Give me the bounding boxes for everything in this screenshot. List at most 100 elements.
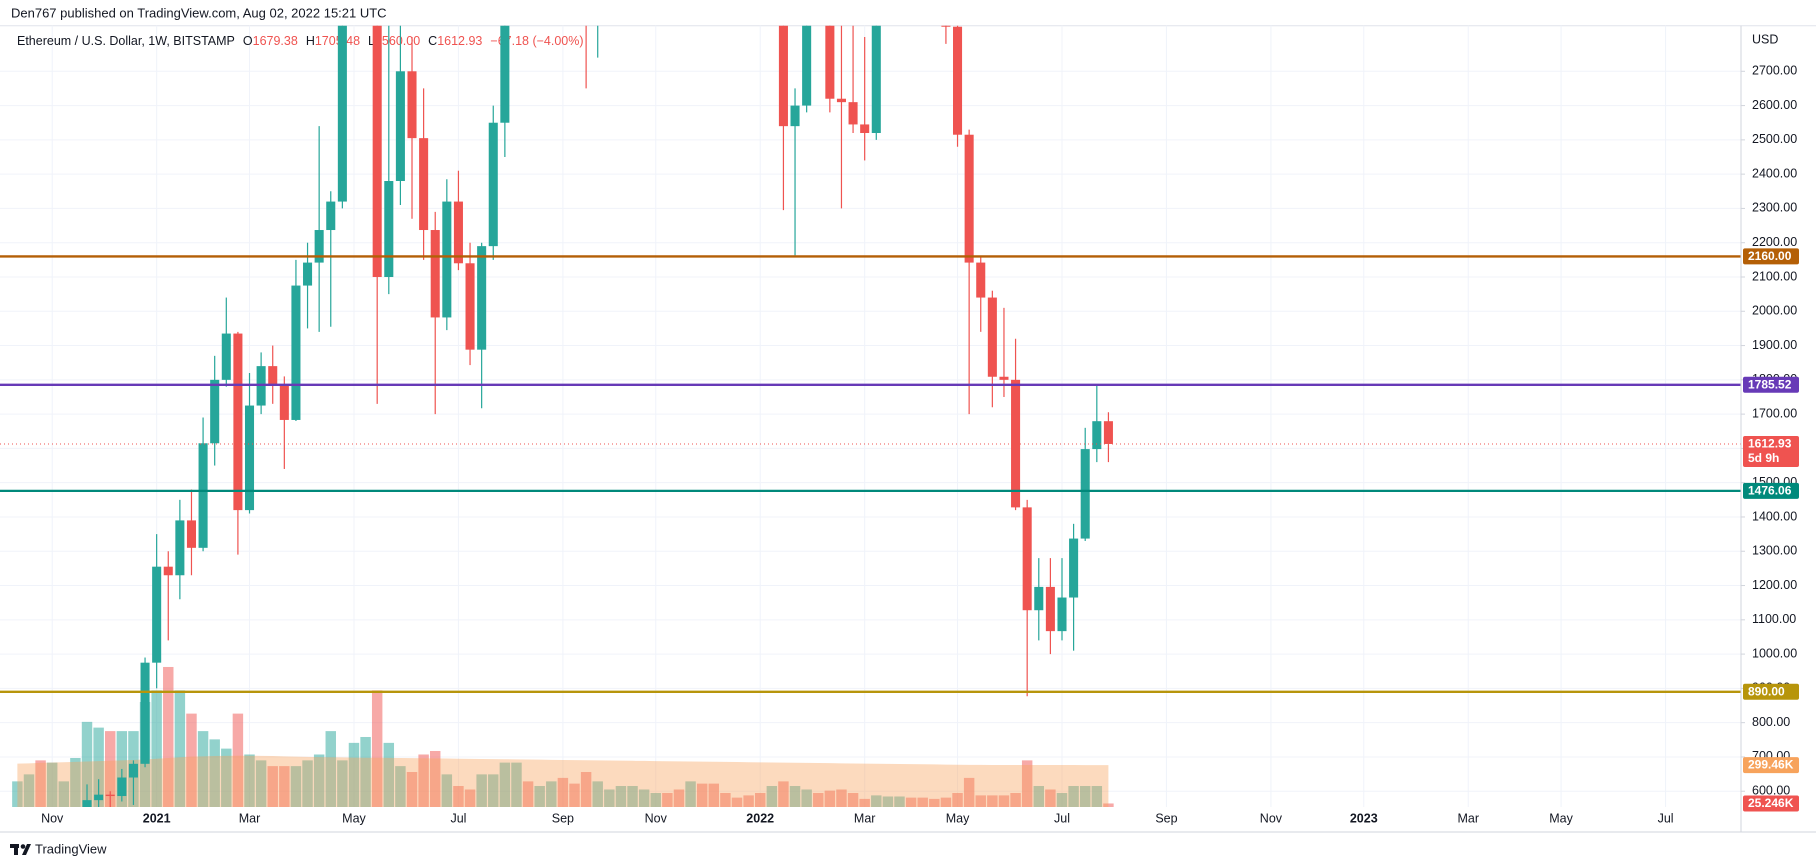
publisher: Den767 published on TradingView.com, Aug… (11, 5, 387, 20)
candle-body (407, 71, 417, 139)
y-tick-label: 1400.00 (1752, 509, 1797, 523)
level-label-box (1743, 482, 1799, 499)
candle-body (24, 856, 33, 863)
volume-bar (963, 777, 975, 807)
volume-bar (1056, 792, 1068, 807)
volume-bar (290, 766, 302, 807)
x-tick-label: May (1549, 811, 1573, 825)
symbol: Ethereum / U.S. Dollar, 1W, BITSTAMP (17, 34, 235, 48)
volume-bar (882, 796, 894, 807)
volume-bar (1103, 803, 1114, 807)
candle-body (128, 763, 138, 778)
candle-body (175, 520, 185, 576)
candle-body (384, 181, 394, 277)
y-tick-label: 2700.00 (1752, 64, 1797, 78)
candle-body (198, 443, 208, 548)
x-tick-label: Jul (1658, 811, 1674, 825)
legend-open: 1679.38 (253, 34, 298, 48)
volume-bar (952, 792, 963, 807)
volume-bar (778, 781, 789, 807)
volume-bar (464, 789, 476, 807)
x-tick-label: Nov (41, 811, 64, 825)
y-tick-label: 1900.00 (1752, 338, 1797, 352)
volume-bar (604, 789, 615, 807)
volume-bar (348, 742, 360, 807)
volume-label: 299.46K (1748, 758, 1794, 772)
candle-body (477, 246, 487, 350)
volume-bar (650, 792, 661, 807)
y-tick-label: 1100.00 (1752, 612, 1796, 626)
volume-bar (418, 754, 429, 807)
volume-label: 25.246K (1748, 796, 1794, 810)
volume-bar (279, 766, 290, 807)
candle-body (1034, 586, 1044, 611)
x-tick-label: May (946, 811, 970, 825)
candle-body (871, 25, 881, 134)
volume-bar (93, 727, 104, 807)
volume-bar (371, 690, 383, 807)
candle-body (314, 230, 324, 263)
legend: Ethereum / U.S. Dollar, 1W, BITSTAMP O167… (17, 34, 584, 48)
candle-body (152, 566, 162, 663)
candle-body (430, 230, 440, 318)
candle-body (419, 138, 429, 231)
candle-body (442, 201, 452, 318)
candle-body (163, 566, 173, 576)
candle-body (814, 0, 823, 10)
y-tick-label: 1700.00 (1752, 406, 1797, 420)
brand: TradingView (35, 841, 107, 856)
candle-body (825, 25, 835, 99)
volume-bar (998, 795, 1010, 807)
volume-bar (429, 750, 441, 807)
volume-bar (662, 792, 673, 807)
y-tick-label: 2600.00 (1752, 98, 1797, 112)
volume-bar (453, 785, 464, 807)
x-tick-label: 2023 (1350, 811, 1378, 825)
logo (10, 844, 31, 855)
level-label: 1785.52 (1748, 377, 1792, 391)
candle-body (105, 794, 115, 797)
volume-bar (406, 771, 418, 807)
volume-bar (546, 781, 557, 807)
candle-body (941, 25, 951, 27)
volume-bar (383, 742, 395, 807)
candle-body (337, 25, 347, 202)
legend-key: C (428, 34, 437, 48)
y-tick-label: 1200.00 (1752, 578, 1797, 592)
x-tick-label: Mar (239, 811, 261, 825)
volume-bar (313, 754, 325, 807)
candle-body (140, 662, 150, 764)
candle-body (186, 520, 197, 548)
volume-bar (847, 792, 859, 807)
last-price-box (1743, 435, 1799, 467)
volume-bar (754, 792, 766, 807)
candle-body (303, 262, 313, 286)
volume-bar (731, 797, 743, 807)
level-label: 1476.06 (1748, 484, 1792, 498)
candle-body (802, 25, 812, 106)
candle-body (94, 794, 104, 801)
volume-bar (580, 771, 592, 807)
volume-bar (534, 785, 545, 807)
x-tick-label: Jul (450, 811, 466, 825)
countdown: 5d 9h (1748, 451, 1779, 465)
volume-bar (569, 783, 580, 807)
level-label-box (1743, 376, 1799, 393)
volume-bar (720, 792, 731, 807)
y-tick-label: 2000.00 (1752, 304, 1797, 318)
volume-bar (987, 795, 998, 807)
volume-bar (174, 690, 186, 807)
y-tick-label: 1000.00 (1752, 646, 1797, 660)
candle-body (465, 263, 475, 350)
volume-bar (824, 790, 836, 807)
level-label-box (1743, 248, 1799, 265)
volume-bar (58, 781, 70, 807)
candle-body (999, 376, 1009, 380)
candle-body (987, 297, 997, 377)
volume-bar (929, 798, 940, 807)
volume-bar (940, 797, 952, 807)
volume-bar (395, 766, 406, 807)
volume-bar (1079, 785, 1091, 807)
